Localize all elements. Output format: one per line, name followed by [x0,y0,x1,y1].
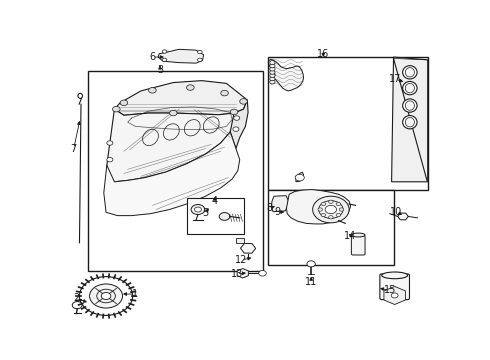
Text: 15: 15 [384,285,396,296]
Circle shape [313,196,349,223]
Circle shape [120,100,128,105]
Circle shape [72,302,82,309]
Circle shape [113,107,120,112]
Polygon shape [392,57,428,182]
Text: 10: 10 [390,207,402,217]
Ellipse shape [382,272,408,279]
Text: 7: 7 [71,144,77,153]
Polygon shape [107,109,236,182]
Text: 4: 4 [212,196,218,206]
Ellipse shape [405,101,415,110]
Polygon shape [268,59,303,91]
Circle shape [336,202,341,206]
Text: 13: 13 [231,269,243,279]
Circle shape [170,110,177,116]
Ellipse shape [405,68,415,77]
Polygon shape [230,100,248,149]
Ellipse shape [403,66,417,79]
Polygon shape [236,238,245,243]
Circle shape [79,276,133,315]
Polygon shape [115,81,247,115]
Text: 6: 6 [149,52,155,62]
Text: 11: 11 [305,277,317,287]
Polygon shape [271,195,288,212]
Circle shape [259,270,267,276]
FancyBboxPatch shape [380,274,410,300]
Text: 1: 1 [131,289,138,299]
Polygon shape [158,49,204,63]
Circle shape [197,58,202,62]
Ellipse shape [405,117,415,127]
Circle shape [233,127,239,131]
Polygon shape [287,190,351,224]
Bar [268,190,393,265]
Circle shape [107,157,113,162]
Circle shape [107,141,113,145]
Circle shape [270,67,275,71]
Circle shape [220,90,228,96]
Circle shape [270,64,275,68]
Circle shape [270,73,275,77]
Circle shape [197,50,202,54]
Bar [268,57,428,190]
Circle shape [321,202,326,206]
Circle shape [325,205,337,214]
Text: 9: 9 [274,207,281,217]
Circle shape [219,212,230,220]
Text: 2: 2 [74,293,79,303]
Circle shape [329,216,333,219]
Circle shape [230,109,238,115]
Circle shape [191,204,205,215]
Ellipse shape [403,81,417,95]
Polygon shape [296,172,303,182]
Text: 8: 8 [266,203,272,213]
Circle shape [391,293,398,298]
Circle shape [295,174,304,181]
Circle shape [270,80,275,84]
Circle shape [321,213,326,217]
Circle shape [148,87,156,93]
Ellipse shape [351,233,365,237]
Circle shape [101,293,111,300]
Circle shape [329,200,333,203]
Circle shape [318,201,343,219]
Circle shape [162,58,167,62]
Circle shape [336,213,341,217]
Ellipse shape [405,84,415,93]
Circle shape [195,207,201,212]
Text: 14: 14 [344,231,356,241]
Circle shape [270,77,275,81]
Text: 16: 16 [317,49,329,59]
Bar [187,198,244,234]
Circle shape [270,70,275,74]
Circle shape [318,208,322,211]
Text: 17: 17 [389,74,402,84]
Text: 3: 3 [157,64,163,75]
Circle shape [240,99,247,104]
Circle shape [270,61,275,64]
Circle shape [97,289,115,303]
Text: 12: 12 [235,255,248,265]
FancyBboxPatch shape [351,235,365,255]
Text: 5: 5 [202,208,209,218]
Circle shape [307,261,315,267]
Bar [88,71,263,270]
Circle shape [90,284,122,308]
Circle shape [187,85,194,90]
Circle shape [339,208,344,211]
Ellipse shape [403,116,417,129]
Circle shape [234,116,240,120]
Polygon shape [104,132,240,216]
Ellipse shape [403,99,417,112]
Circle shape [162,50,167,53]
